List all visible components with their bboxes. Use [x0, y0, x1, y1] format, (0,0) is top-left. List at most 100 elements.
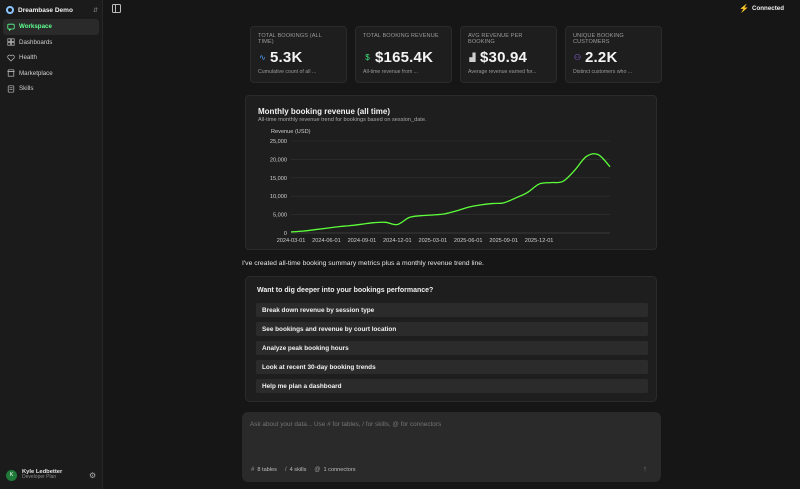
data-point[interactable]: [302, 231, 303, 232]
stat-value: 2.2K: [585, 49, 618, 66]
x-tick-label: 2024-09-01: [348, 238, 377, 244]
revenue-series-line[interactable]: [290, 153, 611, 233]
connectors-chip[interactable]: @ 1 connectors: [314, 467, 355, 473]
suggestion-button[interactable]: Break down revenue by session type: [256, 303, 648, 317]
stat-card-total-revenue[interactable]: TOTAL BOOKING REVENUE $ $165.4K All-time…: [355, 26, 452, 83]
data-point[interactable]: [338, 226, 339, 227]
data-point[interactable]: [527, 192, 528, 193]
data-point[interactable]: [586, 156, 587, 157]
sidebar-item-marketplace[interactable]: Marketplace: [3, 66, 99, 82]
sidebar-item-skills[interactable]: Skills: [3, 81, 99, 97]
suggestion-button[interactable]: See bookings and revenue by court locati…: [256, 322, 648, 336]
connection-status-label: Connected: [752, 5, 784, 12]
stat-subtitle: All-time revenue from ...: [363, 69, 419, 75]
data-point[interactable]: [468, 207, 469, 208]
data-point[interactable]: [349, 225, 350, 226]
sidebar-item-workspace[interactable]: Workspace: [3, 19, 99, 35]
user-plan: Developer Plan: [22, 474, 57, 481]
stat-card-unique-customers[interactable]: UNIQUE BOOKING CUSTOMERS ⚇ 2.2K Distinct…: [565, 26, 662, 83]
send-arrow-icon[interactable]: ↑: [643, 466, 647, 473]
data-point[interactable]: [479, 204, 480, 205]
stat-card-avg-revenue[interactable]: AVG REVENUE PER BOOKING ▟ $30.94 Average…: [460, 26, 557, 83]
chip-label: 4 skills: [289, 467, 307, 473]
gear-icon[interactable]: ⚙: [89, 470, 97, 480]
data-point[interactable]: [420, 215, 421, 216]
data-point[interactable]: [397, 224, 398, 225]
data-point[interactable]: [598, 154, 599, 155]
skills-chip[interactable]: / 4 skills: [285, 467, 306, 473]
stat-value: $30.94: [480, 49, 528, 66]
data-point[interactable]: [550, 182, 551, 183]
health-icon: [7, 54, 15, 62]
y-tick-label: 15,000: [270, 176, 287, 182]
user-profile[interactable]: K Kyle Ledbetter Developer Plan ⚙: [6, 467, 98, 483]
x-tick-label: 2025-06-01: [454, 238, 483, 244]
data-point[interactable]: [361, 224, 362, 225]
data-point[interactable]: [385, 222, 386, 223]
bar-chart-icon: ▟: [469, 53, 476, 62]
chart-subtitle: All-time monthly revenue trend for booki…: [258, 117, 427, 123]
data-point[interactable]: [539, 183, 540, 184]
hash-icon: #: [251, 467, 255, 473]
sidebar-toggle-icon[interactable]: [112, 4, 121, 13]
chip-label: 1 connectors: [323, 467, 356, 473]
sidebar-item-health[interactable]: Health: [3, 50, 99, 66]
y-axis-label: Revenue (USD): [271, 129, 311, 135]
connection-status[interactable]: ⚡ Connected: [739, 4, 784, 13]
stat-card-total-bookings[interactable]: TOTAL BOOKINGS (ALL TIME) ∿ 5.3K Cumulat…: [250, 26, 347, 83]
suggestion-button[interactable]: Help me plan a dashboard: [256, 379, 648, 393]
stat-title: UNIQUE BOOKING CUSTOMERS: [573, 33, 624, 46]
chart-title: Monthly booking revenue (all time): [258, 107, 391, 116]
stat-value: $165.4K: [375, 49, 434, 66]
data-point[interactable]: [574, 170, 575, 171]
data-point[interactable]: [326, 228, 327, 229]
dashboard-icon: [7, 38, 15, 46]
data-point[interactable]: [314, 229, 315, 230]
workspace-name: Dreambase Demo: [18, 6, 73, 14]
suggestions-panel: Want to dig deeper into your bookings pe…: [245, 276, 657, 402]
data-point[interactable]: [491, 203, 492, 204]
user-name: Kyle Ledbetter: [22, 468, 63, 475]
data-point[interactable]: [444, 213, 445, 214]
y-tick-label: 10,000: [270, 194, 287, 200]
y-tick-label: 0: [284, 231, 287, 237]
pulse-icon: ∿: [259, 53, 266, 62]
suggestion-button[interactable]: Look at recent 30-day booking trends: [256, 360, 648, 374]
sidebar-item-label: Health: [19, 54, 37, 62]
data-point[interactable]: [456, 210, 457, 211]
data-point[interactable]: [373, 222, 374, 223]
revenue-line-chart[interactable]: Revenue (USD) 0 5,000 10,000 15,000 20,000 25,…: [246, 96, 658, 251]
y-tick-label: 25,000: [270, 139, 287, 145]
sidebar-nav: Workspace Dashboards Health Marketplace …: [3, 19, 99, 97]
data-point[interactable]: [609, 166, 610, 167]
dollar-icon: $: [365, 53, 370, 62]
x-tick-label: 2025-09-01: [489, 238, 518, 244]
data-point[interactable]: [503, 202, 504, 203]
y-tick-label: 20,000: [270, 157, 287, 163]
tables-chip[interactable]: # 8 tables: [251, 467, 277, 473]
data-point[interactable]: [515, 197, 516, 198]
chevron-updown-icon: ⇵: [92, 7, 98, 14]
data-point[interactable]: [562, 181, 563, 182]
bolt-icon: ⚡: [739, 4, 750, 13]
x-tick-label: 2024-03-01: [277, 238, 306, 244]
stat-value: 5.3K: [270, 49, 303, 66]
suggestion-button[interactable]: Analyze peak booking hours: [256, 341, 648, 355]
stat-subtitle: Cumulative count of all ...: [258, 69, 317, 75]
chat-input[interactable]: [250, 421, 650, 428]
sidebar-item-dashboards[interactable]: Dashboards: [3, 35, 99, 51]
sidebar-item-label: Dashboards: [19, 38, 53, 46]
data-point[interactable]: [432, 214, 433, 215]
workspace-switcher[interactable]: Dreambase Demo ⇵: [6, 4, 98, 16]
sidebar-item-label: Marketplace: [19, 69, 53, 77]
data-point[interactable]: [290, 231, 291, 232]
sidebar: Dreambase Demo ⇵ Workspace Dashboards He…: [0, 0, 103, 489]
x-tick-label: 2025-03-01: [418, 238, 447, 244]
avatar: K: [6, 469, 17, 481]
skills-icon: [7, 85, 15, 93]
stat-subtitle: Distinct customers who ...: [573, 69, 633, 75]
sidebar-item-label: Skills: [19, 85, 34, 93]
x-tick-label: 2025-12-01: [525, 238, 554, 244]
stat-title: AVG REVENUE PER BOOKING: [468, 33, 523, 46]
data-point[interactable]: [409, 217, 410, 218]
